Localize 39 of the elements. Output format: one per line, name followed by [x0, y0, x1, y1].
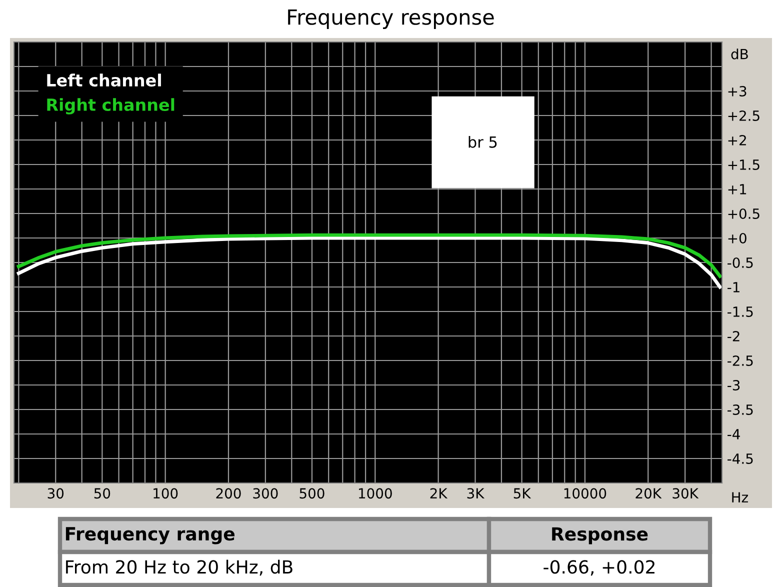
- x-tick-label: 50: [94, 488, 110, 499]
- chart-title: Frequency response: [288, 9, 494, 29]
- y-tick-label: +1: [728, 184, 746, 194]
- y-tick-label: -0.5: [728, 257, 753, 268]
- text: Right channel: [47, 98, 174, 114]
- x-tick-label: 5K: [514, 488, 532, 499]
- x-tick-label: 2K: [430, 488, 448, 498]
- y-tick-label: +2: [728, 134, 746, 146]
- x-tick-label: 30: [48, 488, 64, 499]
- annotation: br 5: [468, 136, 497, 148]
- x-tick-label: 20K: [636, 488, 662, 499]
- x-tick-label: 500: [300, 488, 324, 499]
- y-tick-label: -2: [728, 330, 740, 342]
- x-tick-label: 1000: [358, 488, 392, 499]
- text: Frequency range: [66, 527, 234, 544]
- y-tick-label: +2.5: [728, 110, 760, 121]
- text: Left channel: [47, 74, 161, 87]
- y-tick-label: -4.5: [728, 454, 753, 464]
- y-tick-label: +1.5: [728, 160, 760, 170]
- x-tick-label: 30K: [672, 488, 699, 499]
- x-tick-label: 10000: [564, 488, 606, 499]
- x-axis-title: Hz: [732, 492, 748, 502]
- y-tick-label: +0: [728, 232, 746, 244]
- x-tick-label: 300: [253, 488, 278, 499]
- y-tick-label: +3: [728, 86, 746, 96]
- y-tick-label: -2.5: [728, 355, 753, 366]
- text: -0.66, +0.02: [544, 560, 654, 576]
- x-tick-label: 3K: [467, 488, 485, 499]
- x-tick-label: 200: [216, 488, 241, 499]
- y-tick-label: -1: [728, 282, 740, 292]
- x-tick-label: 100: [154, 488, 178, 499]
- y-tick-label: -4: [728, 429, 740, 440]
- y-axis-title: dB: [731, 48, 748, 60]
- text: From 20 Hz to 20 kHz, dB: [66, 560, 292, 576]
- text: Response: [552, 527, 648, 544]
- y-tick-label: -1.5: [728, 306, 753, 317]
- y-tick-label: +0.5: [728, 208, 760, 219]
- y-tick-label: -3: [728, 380, 740, 390]
- y-tick-label: -3.5: [728, 404, 753, 415]
